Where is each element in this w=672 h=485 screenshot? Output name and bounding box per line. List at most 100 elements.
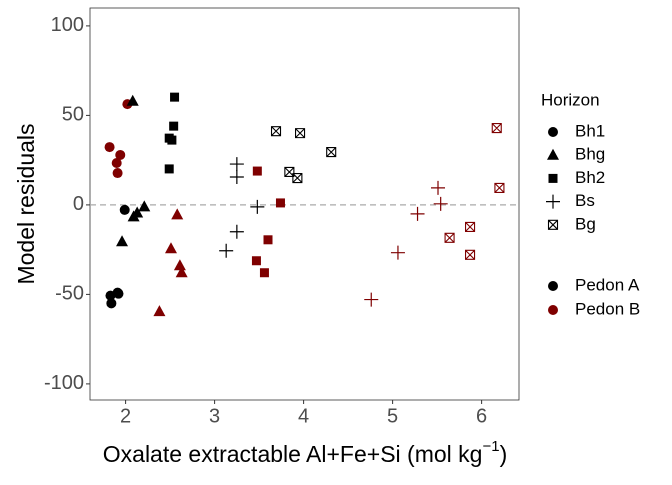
point (104, 142, 115, 153)
legend-key (548, 173, 558, 183)
point (113, 288, 124, 299)
marker-shape (126, 94, 139, 106)
marker-shape (259, 268, 269, 278)
point (170, 92, 180, 102)
point (106, 298, 117, 309)
point (491, 123, 502, 134)
x-tick-label: 2 (120, 405, 131, 427)
marker-shape (229, 157, 244, 172)
marker-shape (229, 224, 244, 239)
point (169, 121, 179, 131)
marker-shape (494, 182, 505, 193)
legend-key (547, 219, 559, 230)
marker-shape (171, 208, 184, 220)
point (219, 243, 234, 258)
marker-shape (548, 173, 558, 183)
point (115, 149, 126, 160)
marker-shape (252, 166, 262, 176)
x-tick-label: 5 (387, 405, 398, 427)
plot-panel (89, 7, 520, 401)
marker-shape (113, 288, 124, 299)
marker-shape (104, 142, 115, 153)
marker-shape (433, 196, 448, 211)
legend-label: Bh2 (575, 168, 605, 187)
marker-shape (364, 292, 379, 307)
point (229, 157, 244, 172)
point (410, 206, 425, 221)
point (464, 249, 476, 260)
legend-key (547, 148, 559, 160)
point (229, 224, 244, 239)
point (112, 168, 123, 179)
point (364, 292, 379, 307)
marker-shape (229, 169, 244, 184)
x-tick-label: 6 (476, 405, 487, 427)
marker-shape (111, 158, 122, 169)
x-title-suffix: ) (500, 441, 508, 467)
point (131, 206, 144, 218)
point (111, 158, 122, 169)
marker-shape (548, 281, 558, 291)
marker-shape (173, 259, 186, 271)
x-tick-label: 4 (298, 405, 309, 427)
marker-shape (250, 199, 265, 214)
point (153, 305, 166, 317)
y-tick-label: -100 (44, 372, 84, 394)
point (433, 196, 448, 211)
point (275, 198, 285, 208)
y-tick-label: 0 (73, 193, 84, 215)
marker-shape (390, 245, 405, 260)
legend-label: Bh1 (575, 121, 605, 140)
marker-shape (112, 168, 123, 179)
point (259, 268, 269, 278)
point (126, 94, 139, 106)
point (164, 164, 174, 174)
marker-shape (444, 232, 455, 243)
marker-shape (548, 127, 558, 137)
marker-shape (270, 126, 282, 137)
marker-shape (491, 123, 502, 134)
marker-shape (106, 298, 117, 309)
legend-label: Bg (575, 214, 596, 233)
marker-shape (115, 149, 126, 160)
marker-shape (116, 235, 129, 247)
marker-shape (548, 305, 558, 315)
marker-shape (431, 180, 446, 195)
legend-title: Horizon (541, 90, 600, 109)
point (270, 126, 282, 137)
point (175, 266, 188, 278)
marker-shape (292, 172, 303, 184)
point (444, 232, 455, 243)
marker-shape (167, 135, 177, 145)
point (167, 135, 177, 145)
point (292, 172, 303, 184)
marker-shape (164, 242, 177, 254)
y-tick-label: 50 (62, 104, 84, 126)
point (138, 200, 151, 212)
marker-shape (131, 206, 144, 218)
marker-shape (153, 305, 166, 317)
marker-shape (546, 194, 560, 209)
x-axis-title: Oxalate extractable Al+Fe+Si (mol kg−1) (103, 438, 507, 467)
marker-shape (251, 256, 261, 266)
point (431, 180, 446, 195)
point (250, 199, 265, 214)
point (263, 235, 273, 245)
marker-shape (464, 249, 476, 260)
marker-shape (138, 200, 151, 212)
marker-shape (275, 198, 285, 208)
legend-label: Bs (575, 191, 595, 210)
legend-label: Pedon A (575, 275, 640, 294)
point (173, 259, 186, 271)
legend-label: Pedon B (575, 299, 640, 318)
x-tick-label: 3 (209, 405, 220, 427)
y-axis-title: Model residuals (13, 123, 39, 284)
x-title-text: Oxalate extractable Al+Fe+Si (mol kg (103, 441, 483, 467)
legend-key (548, 281, 558, 291)
marker-shape (263, 235, 273, 245)
point (295, 128, 306, 139)
point (116, 235, 129, 247)
point (494, 182, 505, 193)
y-tick-label: -50 (55, 283, 84, 305)
